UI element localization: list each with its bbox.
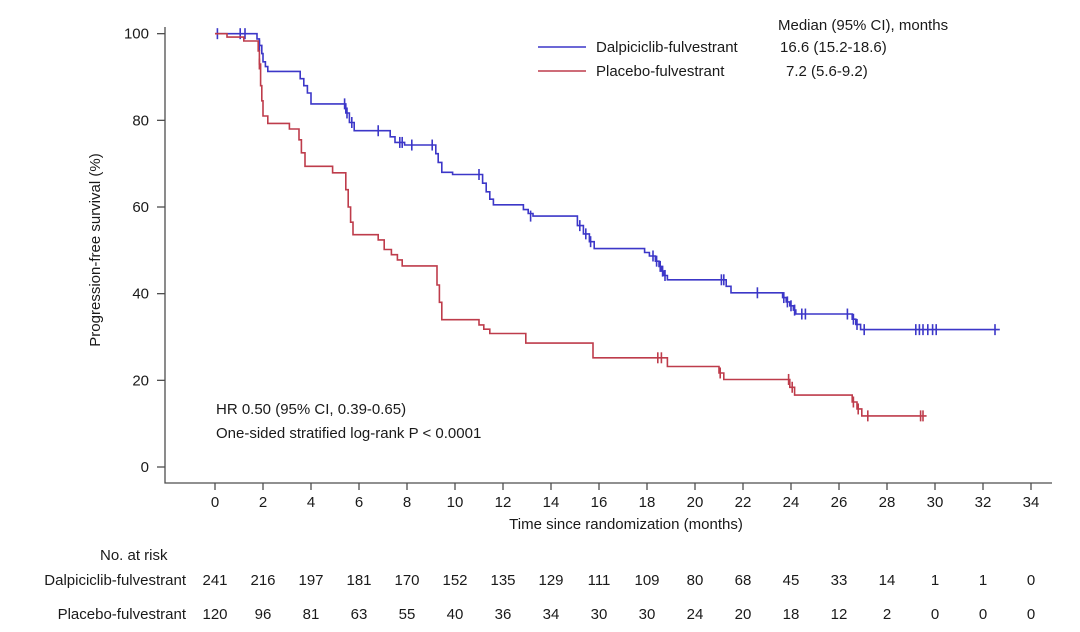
risk-count: 45 xyxy=(783,572,800,589)
x-tick-label: 14 xyxy=(543,494,560,511)
risk-count: 40 xyxy=(447,606,464,623)
risk-count: 24 xyxy=(687,606,704,623)
risk-count: 96 xyxy=(255,606,272,623)
legend-median-header: Median (95% CI), months xyxy=(778,17,949,34)
risk-count: 111 xyxy=(588,572,611,589)
legend-label-placebo: Placebo-fulvestrant xyxy=(596,63,725,80)
risk-count: 14 xyxy=(879,572,896,589)
risk-count: 0 xyxy=(1027,572,1035,589)
legend-median-dalpiciclib: 16.6 (15.2-18.6) xyxy=(780,39,887,56)
risk-count: 181 xyxy=(346,572,371,589)
risk-count: 1 xyxy=(931,572,939,589)
risk-count: 33 xyxy=(831,572,848,589)
legend-label-dalpiciclib: Dalpiciclib-fulvestrant xyxy=(596,39,738,56)
risk-count: 241 xyxy=(202,572,227,589)
y-tick-label: 20 xyxy=(132,372,149,389)
risk-count: 18 xyxy=(783,606,800,623)
risk-count: 109 xyxy=(634,572,659,589)
x-tick-label: 6 xyxy=(355,494,363,511)
x-tick-label: 8 xyxy=(403,494,411,511)
risk-count: 0 xyxy=(979,606,987,623)
y-tick-label: 60 xyxy=(132,199,149,216)
risk-count: 129 xyxy=(538,572,563,589)
y-axis-title: Progression-free survival (%) xyxy=(87,153,104,347)
y-tick-label: 100 xyxy=(124,26,149,43)
pvalue-annotation: One-sided stratified log-rank P < 0.0001 xyxy=(216,425,482,442)
risk-count: 36 xyxy=(495,606,512,623)
hr-annotation: HR 0.50 (95% CI, 0.39-0.65) xyxy=(216,401,407,418)
x-tick-label: 2 xyxy=(259,494,267,511)
x-tick-label: 22 xyxy=(735,494,752,511)
risk-count: 216 xyxy=(250,572,275,589)
x-tick-label: 20 xyxy=(687,494,704,511)
risk-count: 0 xyxy=(1027,606,1035,623)
x-tick-label: 10 xyxy=(447,494,464,511)
risk-count: 80 xyxy=(687,572,704,589)
risk-count: 120 xyxy=(202,606,227,623)
x-tick-label: 16 xyxy=(591,494,608,511)
axes-lines xyxy=(164,27,1052,484)
x-tick-label: 24 xyxy=(783,494,800,511)
risk-count: 68 xyxy=(735,572,752,589)
x-tick-label: 26 xyxy=(831,494,848,511)
risk-count: 20 xyxy=(735,606,752,623)
x-tick-label: 32 xyxy=(975,494,992,511)
km-curve-placebo-fulvestrant xyxy=(215,32,927,417)
y-tick-label: 80 xyxy=(132,112,149,129)
x-tick-label: 0 xyxy=(211,494,219,511)
risk-count: 2 xyxy=(883,606,891,623)
risk-count: 34 xyxy=(543,606,560,623)
risk-table-title: No. at risk xyxy=(100,547,168,564)
x-tick-label: 28 xyxy=(879,494,896,511)
risk-count: 135 xyxy=(490,572,515,589)
x-tick-label: 18 xyxy=(639,494,656,511)
risk-count: 63 xyxy=(351,606,368,623)
risk-count: 197 xyxy=(298,572,323,589)
risk-count: 81 xyxy=(303,606,320,623)
risk-count: 152 xyxy=(442,572,467,589)
x-tick-label: 12 xyxy=(495,494,512,511)
x-tick-label: 34 xyxy=(1023,494,1040,511)
x-tick-label: 4 xyxy=(307,494,315,511)
risk-count: 55 xyxy=(399,606,416,623)
risk-row-label-placebo: Placebo-fulvestrant xyxy=(57,606,186,623)
risk-row-label-dalpiciclib: Dalpiciclib-fulvestrant xyxy=(44,572,186,589)
risk-count: 1 xyxy=(979,572,987,589)
risk-count: 0 xyxy=(931,606,939,623)
km-curve-dalpiciclib-fulvestrant xyxy=(215,32,1000,331)
legend-median-placebo: 7.2 (5.6-9.2) xyxy=(786,63,868,80)
risk-count: 12 xyxy=(831,606,848,623)
y-tick-label: 40 xyxy=(132,286,149,303)
risk-count: 30 xyxy=(591,606,608,623)
x-tick-label: 30 xyxy=(927,494,944,511)
risk-count: 30 xyxy=(639,606,656,623)
y-tick-label: 0 xyxy=(141,459,149,476)
x-axis-title: Time since randomization (months) xyxy=(509,516,743,533)
risk-count: 170 xyxy=(394,572,419,589)
